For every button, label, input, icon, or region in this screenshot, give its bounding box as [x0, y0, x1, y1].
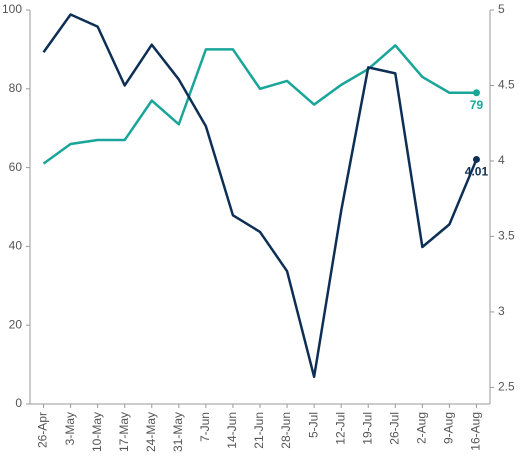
x-tick-label: 9-Aug: [442, 412, 456, 444]
data-label: 79: [470, 98, 484, 112]
end-point: [472, 155, 480, 163]
end-point: [472, 89, 480, 97]
y-tick-label: 80: [9, 81, 23, 95]
x-tick-label: 31-May: [171, 412, 185, 452]
y-tick-label: 40: [9, 239, 23, 253]
x-tick-label: 26-Apr: [36, 412, 50, 448]
x-tick-label: 24-May: [144, 412, 158, 452]
x-tick-label: 12-Jul: [333, 412, 347, 445]
y-tick-label: 60: [9, 160, 23, 174]
x-tick-label: 19-Jul: [360, 412, 374, 445]
y2-tick-label: 4.5: [498, 78, 515, 92]
y2-tick-label: 4: [498, 153, 505, 167]
y2-tick-label: 3: [498, 304, 505, 318]
x-tick-label: 3-May: [63, 412, 77, 445]
x-tick-label: 28-Jun: [279, 412, 293, 449]
y-tick-label: 20: [9, 317, 23, 331]
series-line: [42, 13, 478, 379]
series-line: [42, 44, 477, 165]
x-tick-label: 21-Jun: [252, 412, 266, 449]
x-tick-label: 5-Jul: [306, 412, 320, 438]
data-label: 4.01: [465, 165, 489, 179]
x-tick-label: 26-Jul: [387, 412, 401, 445]
y2-tick-label: 3.5: [498, 229, 515, 243]
x-tick-label: 17-May: [117, 412, 131, 452]
y-tick-label: 100: [2, 2, 22, 16]
y-tick-label: 0: [15, 396, 22, 410]
y2-tick-label: 2.5: [498, 380, 515, 394]
x-tick-label: 2-Aug: [415, 412, 429, 444]
x-tick-label: 14-Jun: [225, 412, 239, 449]
y2-tick-label: 5: [498, 2, 505, 16]
x-tick-label: 10-May: [90, 412, 104, 452]
x-tick-label: 7-Jun: [198, 412, 212, 442]
x-tick-label: 16-Aug: [469, 412, 483, 451]
